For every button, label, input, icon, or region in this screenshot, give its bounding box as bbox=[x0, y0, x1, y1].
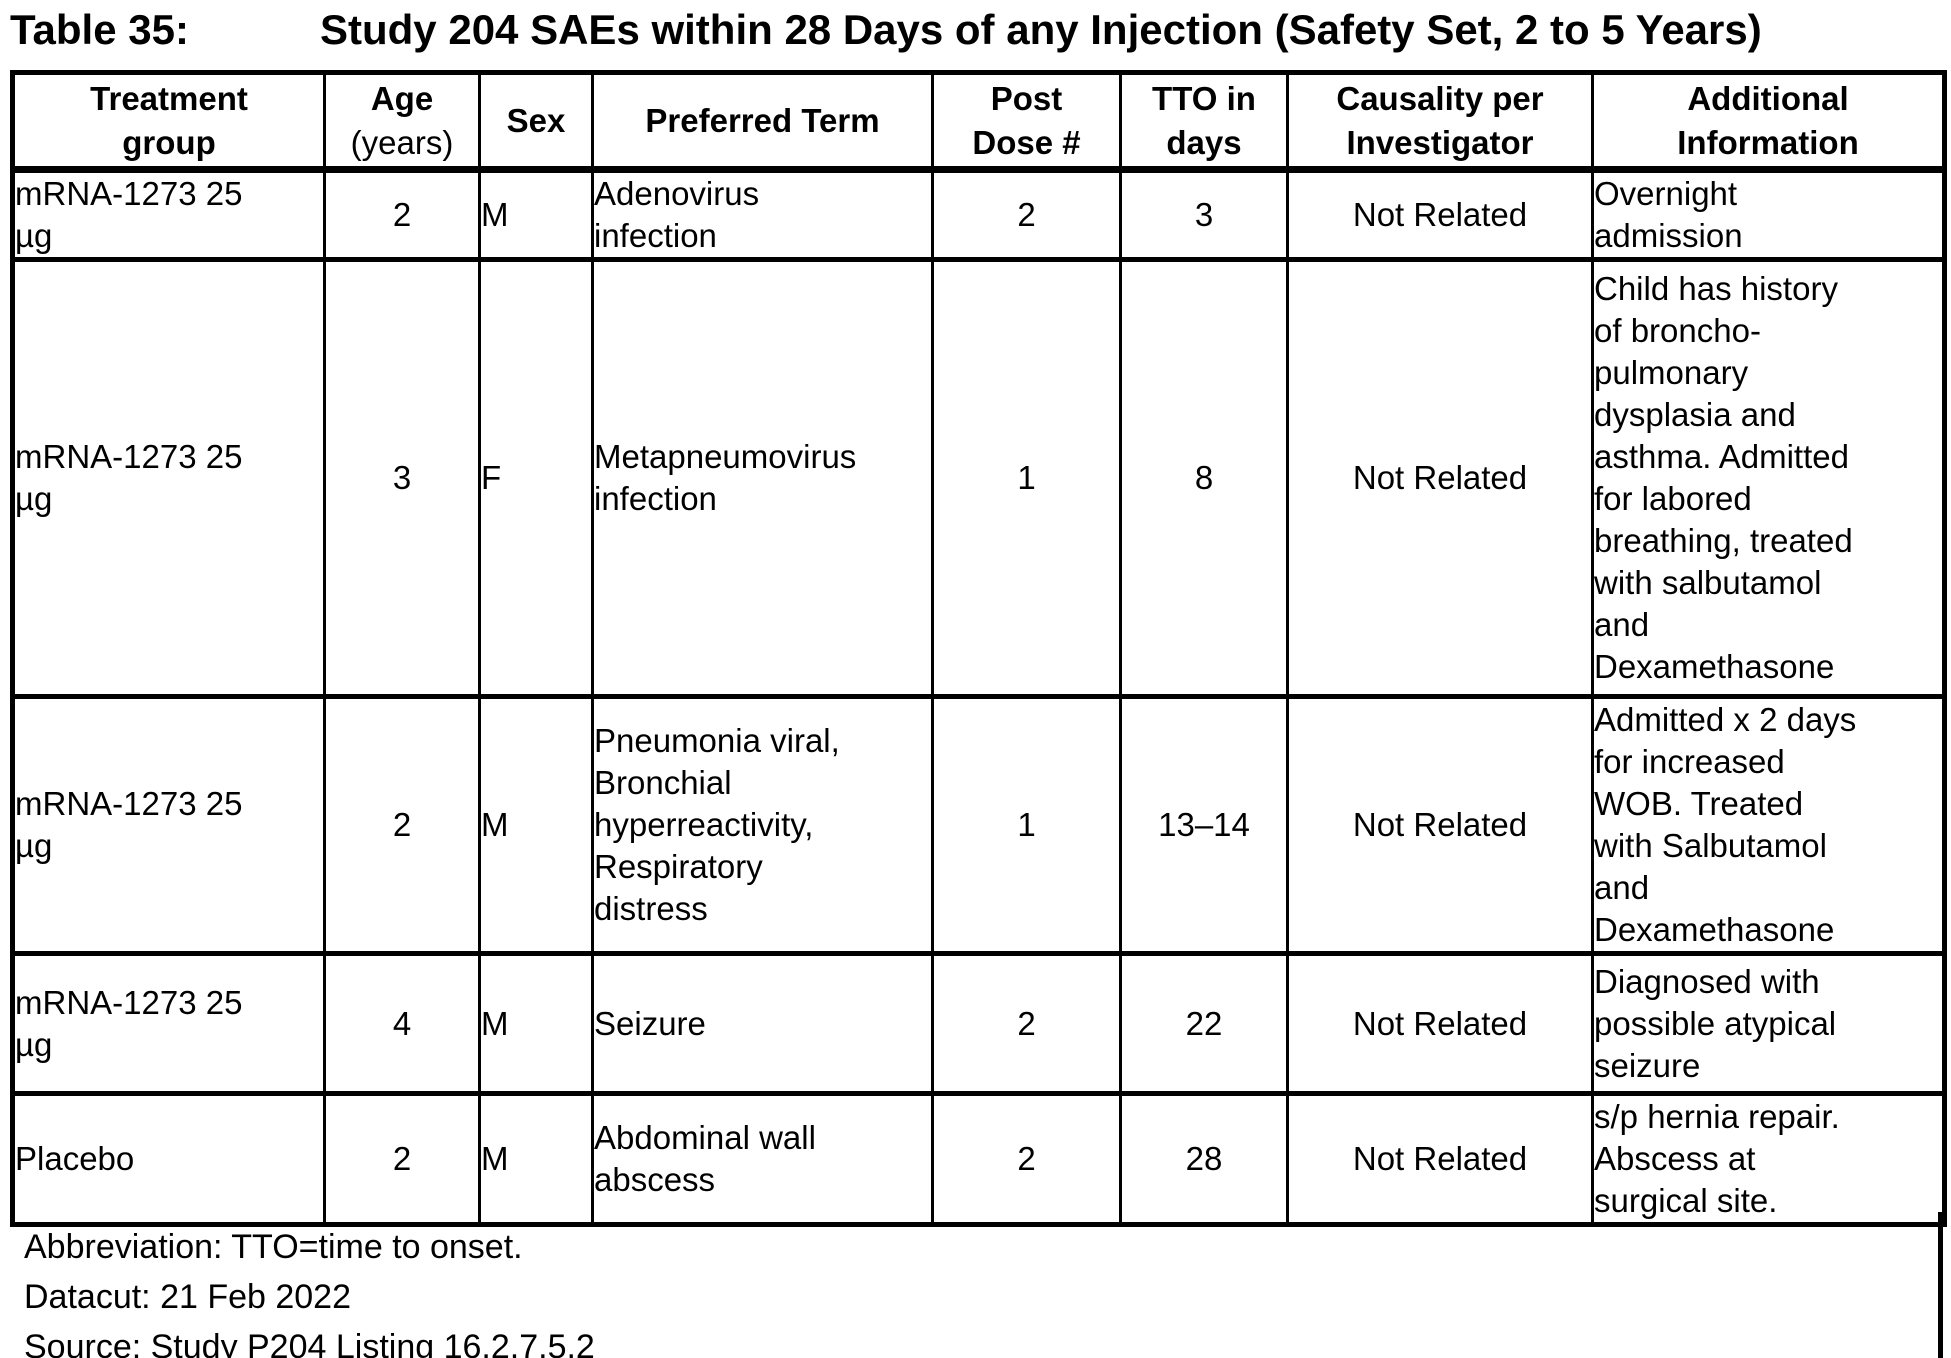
cell-causality: Not Related bbox=[1286, 1091, 1594, 1227]
footnote-datacut: Datacut: 21 Feb 2022 bbox=[24, 1278, 352, 1316]
col-header-additional-info: Additional Information bbox=[1591, 70, 1946, 173]
cell-additional-info: s/p hernia repair. Abscess at surgical s… bbox=[1591, 1091, 1946, 1227]
header-line: Additional bbox=[1687, 79, 1849, 117]
header-line: days bbox=[1166, 123, 1242, 161]
cell-causality: Not Related bbox=[1286, 257, 1594, 699]
footnote-source: Source: Study P204 Listing 16.2.7.5.2 bbox=[24, 1328, 595, 1358]
cell-tto: 13–14 bbox=[1119, 694, 1289, 956]
cell-tto: 3 bbox=[1119, 167, 1289, 262]
header-line: Age bbox=[370, 79, 434, 117]
header-line: Dose # bbox=[972, 123, 1081, 161]
cell-preferred-term: Seizure bbox=[591, 951, 934, 1096]
cell-treatment: mRNA-1273 25 µg bbox=[11, 951, 326, 1096]
sae-table: Treatment group Age (years) Sex Preferre… bbox=[10, 70, 1947, 1227]
table-title-text: Study 204 SAEs within 28 Days of any Inj… bbox=[320, 6, 1762, 53]
cell-causality: Not Related bbox=[1286, 167, 1594, 262]
table-row: mRNA-1273 25 µg 4 M Seizure 2 22 Not Rel… bbox=[11, 951, 1946, 1096]
col-header-preferred-term: Preferred Term bbox=[591, 70, 934, 173]
cell-tto: 22 bbox=[1119, 951, 1289, 1096]
header-line: group bbox=[122, 123, 216, 161]
cell-additional-info: Diagnosed with possible atypical seizure bbox=[1591, 951, 1946, 1096]
cell-post-dose: 2 bbox=[931, 951, 1122, 1096]
cell-age: 2 bbox=[323, 694, 481, 956]
table-row: mRNA-1273 25 µg 3 F Metapneumovirus infe… bbox=[11, 257, 1946, 699]
cell-additional-info: Child has history of broncho- pulmonary … bbox=[1591, 257, 1946, 699]
col-header-post-dose: Post Dose # bbox=[931, 70, 1122, 173]
cell-preferred-term: Adenovirus infection bbox=[591, 167, 934, 262]
col-header-tto: TTO in days bbox=[1119, 70, 1289, 173]
table-footnotes: Abbreviation: TTO=time to onset. Datacut… bbox=[24, 1222, 595, 1358]
cell-treatment: Placebo bbox=[11, 1091, 326, 1227]
footnote-abbreviation: Abbreviation: TTO=time to onset. bbox=[24, 1228, 523, 1266]
cell-post-dose: 1 bbox=[931, 694, 1122, 956]
col-header-treatment-group: Treatment group bbox=[11, 70, 326, 173]
cell-age: 2 bbox=[323, 167, 481, 262]
cell-additional-info: Overnight admission bbox=[1591, 167, 1946, 262]
header-line: Investigator bbox=[1346, 123, 1534, 161]
cell-preferred-term: Pneumonia viral, Bronchial hyperreactivi… bbox=[591, 694, 934, 956]
header-line: Preferred Term bbox=[645, 101, 880, 139]
cell-sex: F bbox=[478, 257, 594, 699]
cell-additional-info: Admitted x 2 days for increased WOB. Tre… bbox=[1591, 694, 1946, 956]
header-row: Treatment group Age (years) Sex Preferre… bbox=[11, 70, 1946, 173]
cell-treatment: mRNA-1273 25 µg bbox=[11, 694, 326, 956]
header-line: Treatment bbox=[90, 79, 248, 117]
cell-sex: M bbox=[478, 694, 594, 956]
cell-tto: 8 bbox=[1119, 257, 1289, 699]
table-title-number: Table 35: bbox=[10, 6, 189, 53]
table-row: mRNA-1273 25 µg 2 M Pneumonia viral, Bro… bbox=[11, 694, 1946, 956]
cell-causality: Not Related bbox=[1286, 951, 1594, 1096]
col-header-causality: Causality per Investigator bbox=[1286, 70, 1594, 173]
cell-post-dose: 1 bbox=[931, 257, 1122, 699]
header-line: Sex bbox=[506, 101, 566, 139]
header-line: Information bbox=[1677, 123, 1859, 161]
cell-post-dose: 2 bbox=[931, 1091, 1122, 1227]
cell-causality: Not Related bbox=[1286, 694, 1594, 956]
header-line: Causality per bbox=[1336, 79, 1544, 117]
cell-preferred-term: Abdominal wall abscess bbox=[591, 1091, 934, 1227]
cell-treatment: mRNA-1273 25 µg bbox=[11, 167, 326, 262]
cell-tto: 28 bbox=[1119, 1091, 1289, 1227]
header-line: Post bbox=[990, 79, 1063, 117]
table-row: Placebo 2 M Abdominal wall abscess 2 28 … bbox=[11, 1091, 1946, 1227]
cell-age: 2 bbox=[323, 1091, 481, 1227]
cell-age: 3 bbox=[323, 257, 481, 699]
col-header-sex: Sex bbox=[478, 70, 594, 173]
table-row: mRNA-1273 25 µg 2 M Adenovirus infection… bbox=[11, 167, 1946, 262]
header-line: (years) bbox=[350, 123, 454, 161]
cell-age: 4 bbox=[323, 951, 481, 1096]
cell-preferred-term: Metapneumovirus infection bbox=[591, 257, 934, 699]
page-edge-line bbox=[1938, 1212, 1943, 1358]
cell-sex: M bbox=[478, 167, 594, 262]
table-title: Table 35: Study 204 SAEs within 28 Days … bbox=[10, 4, 1762, 56]
col-header-age: Age (years) bbox=[323, 70, 481, 173]
cell-sex: M bbox=[478, 951, 594, 1096]
header-line: TTO in bbox=[1152, 79, 1256, 117]
cell-treatment: mRNA-1273 25 µg bbox=[11, 257, 326, 699]
cell-sex: M bbox=[478, 1091, 594, 1227]
cell-post-dose: 2 bbox=[931, 167, 1122, 262]
